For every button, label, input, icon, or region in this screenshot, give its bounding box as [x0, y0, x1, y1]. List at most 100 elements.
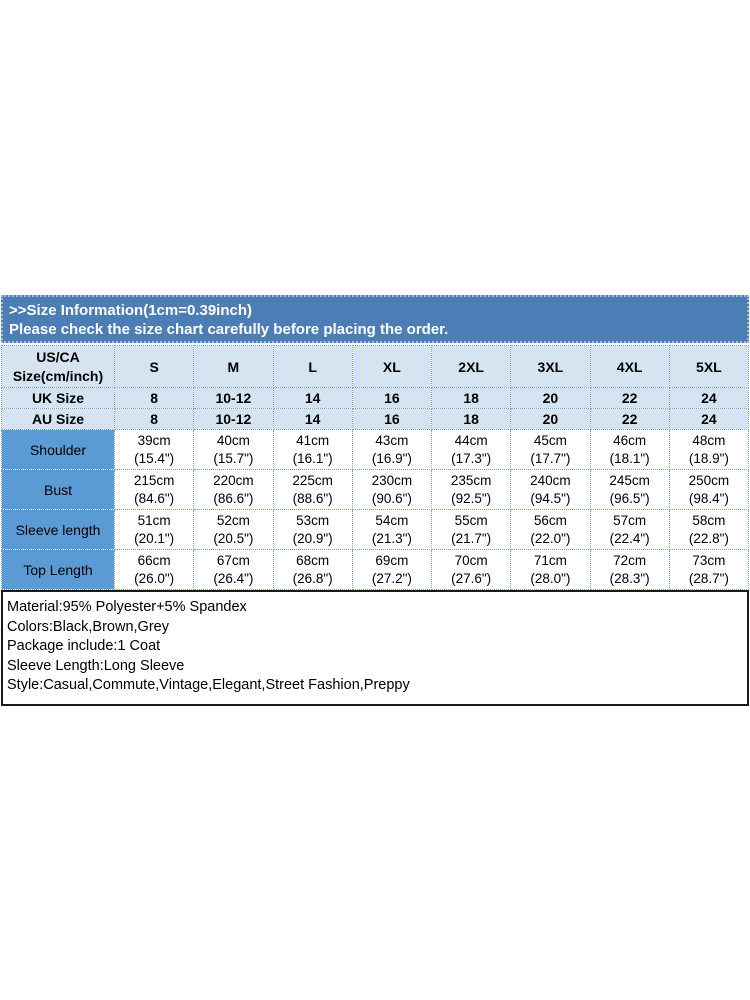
size-column-header: 3XL: [510, 345, 591, 388]
measurement-cell: 66cm (26.0"): [113, 549, 195, 590]
measurement-inch: (26.0"): [134, 570, 175, 586]
measurement-cm: 46cm: [613, 432, 647, 448]
measurement-cell: 250cm (98.4"): [668, 469, 750, 510]
measurement-cm: 56cm: [533, 512, 567, 528]
region-size-row: UK Size 8 10-12 14 16 18 20 22 24: [1, 387, 750, 409]
measurement-cm: 245cm: [609, 472, 650, 488]
measurement-cm: 41cm: [296, 432, 330, 448]
measurement-cm: 230cm: [371, 472, 413, 488]
measurement-cell: 69cm (27.2"): [351, 549, 433, 590]
measurement-cm: 51cm: [137, 512, 171, 528]
measurement-inch: (88.6"): [292, 490, 333, 506]
measurement-inch: (17.7"): [530, 450, 571, 466]
measurement-cell: 72cm (28.3"): [589, 549, 670, 590]
measurement-inch: (92.5"): [451, 490, 492, 506]
measurement-row-label: Sleeve length: [1, 509, 115, 550]
measurement-inch: (21.3"): [371, 530, 412, 546]
measurement-inch: (17.3"): [451, 450, 492, 466]
measurement-inch: (20.9"): [292, 530, 333, 546]
measurement-cm: 45cm: [533, 432, 567, 448]
measurement-cell: 39cm (15.4"): [113, 429, 195, 470]
size-column-header: XL: [351, 345, 433, 388]
region-size-value: 16: [351, 387, 433, 409]
measurement-cell: 54cm (21.3"): [351, 509, 433, 550]
measurement-cell: 40cm (15.7"): [193, 429, 274, 470]
measurement-inch: (21.7"): [451, 530, 492, 546]
region-size-value: 16: [351, 408, 433, 430]
measurement-inch: (16.1"): [292, 450, 333, 466]
measurement-cm: 250cm: [688, 472, 730, 488]
measurement-cell: 215cm (84.6"): [113, 469, 195, 510]
size-column-header: S: [113, 345, 195, 388]
measurement-cm: 215cm: [133, 472, 175, 488]
measurement-row: Top Length 66cm (26.0") 67cm (26.4") 68cm (26.…: [1, 549, 750, 590]
measurement-cell: 225cm (88.6"): [272, 469, 353, 510]
measurement-cm: 58cm: [692, 512, 726, 528]
measurement-cell: 220cm (86.6"): [193, 469, 274, 510]
measurement-cm: 54cm: [375, 512, 409, 528]
measurement-row: Sleeve length 51cm (20.1") 52cm (20.5") 53cm (…: [1, 509, 750, 550]
measurement-cell: 230cm (90.6"): [351, 469, 433, 510]
measurement-inch: (16.9"): [371, 450, 412, 466]
measurement-cm: 39cm: [137, 432, 171, 448]
measurement-cell: 245cm (96.5"): [589, 469, 670, 510]
details-line: Package include:1 Coat: [7, 638, 161, 654]
measurement-cell: 51cm (20.1"): [113, 509, 195, 550]
measurement-inch: (28.0"): [530, 570, 571, 586]
details-line: Material:95% Polyester+5% Spandex: [7, 599, 247, 615]
measurement-cm: 225cm: [292, 472, 333, 488]
region-size-value: 20: [510, 387, 591, 409]
region-size-value: 10-12: [193, 408, 274, 430]
size-table: US/CA Size(cm/inch) S M L XL 2XL 3XL 4XL 5XL UK S…: [1, 345, 750, 590]
measurement-cell: 45cm (17.7"): [510, 429, 591, 470]
measurement-cm: 240cm: [530, 472, 571, 488]
measurement-inch: (86.6"): [213, 490, 254, 506]
measurement-inch: (18.1"): [609, 450, 650, 466]
measurement-cell: 240cm (94.5"): [510, 469, 591, 510]
region-size-value: 14: [272, 387, 353, 409]
measurement-cell: 70cm (27.6"): [430, 549, 512, 590]
region-row-label: UK Size: [1, 387, 115, 409]
measurement-inch: (15.7"): [213, 450, 254, 466]
measurement-row-label: Shoulder: [1, 429, 115, 470]
region-size-value: 24: [668, 408, 750, 430]
measurement-inch: (96.5"): [609, 490, 650, 506]
measurement-cell: 53cm (20.9"): [272, 509, 353, 550]
region-size-value: 18: [430, 408, 512, 430]
measurement-cell: 235cm (92.5"): [430, 469, 512, 510]
measurement-cm: 70cm: [454, 552, 488, 568]
measurement-inch: (28.7"): [688, 570, 729, 586]
measurement-inch: (28.3"): [609, 570, 650, 586]
measurement-cell: 58cm (22.8"): [668, 509, 750, 550]
measurement-inch: (18.9"): [688, 450, 729, 466]
region-size-value: 22: [589, 408, 670, 430]
measurement-cm: 72cm: [613, 552, 647, 568]
measurement-cm: 220cm: [213, 472, 254, 488]
measurement-inch: (15.4"): [134, 450, 175, 466]
corner-header-line: US/CA: [36, 348, 80, 365]
measurement-cm: 67cm: [216, 552, 250, 568]
banner-title: >>Size Information(1cm=0.39inch): [9, 302, 252, 319]
size-header-row: US/CA Size(cm/inch) S M L XL 2XL 3XL 4XL 5XL: [1, 345, 750, 388]
corner-header-line: Size(cm/inch): [12, 367, 104, 384]
measurement-cm: 48cm: [692, 432, 726, 448]
measurement-cm: 40cm: [216, 432, 250, 448]
measurement-row: Bust 215cm (84.6") 220cm (86.6") 225cm (88.6")…: [1, 469, 750, 510]
measurement-cell: 56cm (22.0"): [510, 509, 591, 550]
measurement-row: Shoulder 39cm (15.4") 40cm (15.7") 41cm (16.1"…: [1, 429, 750, 470]
measurement-cm: 235cm: [450, 472, 492, 488]
measurement-cell: 52cm (20.5"): [193, 509, 274, 550]
measurement-inch: (22.8"): [688, 530, 729, 546]
measurement-cm: 69cm: [375, 552, 409, 568]
size-info-banner: >>Size Information(1cm=0.39inch) Please …: [1, 295, 749, 343]
corner-header: US/CA Size(cm/inch): [1, 345, 115, 388]
measurement-cm: 57cm: [613, 512, 647, 528]
size-column-header: M: [193, 345, 274, 388]
region-size-value: 22: [589, 387, 670, 409]
measurement-row-label: Top Length: [1, 549, 115, 590]
region-size-value: 24: [668, 387, 750, 409]
measurement-cell: 55cm (21.7"): [430, 509, 512, 550]
measurement-cell: 71cm (28.0"): [510, 549, 591, 590]
size-column-header: 2XL: [430, 345, 512, 388]
